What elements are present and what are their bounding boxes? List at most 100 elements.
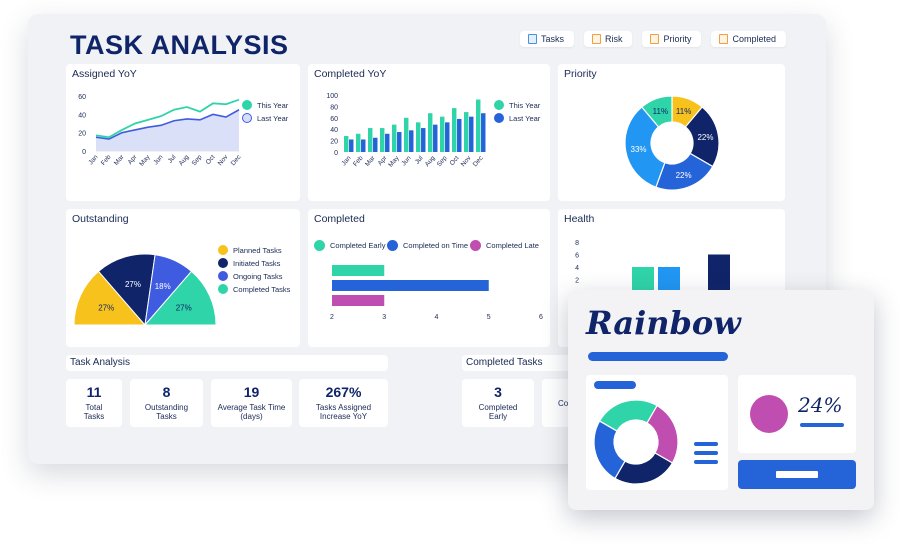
legend-label: This Year: [509, 100, 541, 110]
y-tick-label: 0: [334, 150, 338, 157]
slice-label: 27%: [125, 280, 141, 289]
legend-swatch: [218, 284, 228, 294]
stat-card-avg-time: 19 Average Task Time (days): [211, 379, 292, 427]
priority-donut-chart: 11% 22% 22% 33% 11%: [624, 95, 720, 191]
filter-completed-button[interactable]: Completed: [711, 31, 786, 47]
halfpie-slice: [143, 270, 217, 326]
filter-label: Tasks: [540, 34, 564, 44]
x-tick-label: Jun: [400, 154, 412, 167]
page-title: TASK ANALYSIS: [70, 30, 289, 60]
bar-this-year: [428, 113, 433, 152]
legend-this-year: This Year: [494, 100, 540, 110]
y-tick-label: 4: [575, 265, 579, 272]
filter-label: Priority: [663, 34, 692, 44]
bar-last-year: [445, 122, 450, 152]
legend-label: Ongoing Tasks: [233, 271, 283, 281]
legend-label: Completed Early: [330, 241, 386, 250]
completed-yoy-panel: Completed YoY 0 20 40 60 80 100 Jan Feb Mar Apr Ma…: [308, 64, 550, 201]
bar-this-year: [464, 112, 469, 152]
bar-this-year: [476, 99, 481, 152]
health-bar: [658, 267, 680, 292]
legend-initiated: Initiated Tasks: [218, 258, 280, 268]
x-tick-label: Oct: [205, 154, 217, 166]
bar-last-year: [385, 133, 390, 152]
document-icon: [591, 34, 601, 44]
x-tick-label: Aug: [424, 155, 437, 169]
bar-this-year: [344, 136, 349, 152]
x-tick-label: Apr: [127, 153, 139, 166]
bar-completed-on-time: [332, 280, 489, 291]
panel-title: Health: [564, 213, 595, 225]
y-tick-label: 6: [575, 253, 579, 260]
bar-last-year: [409, 130, 414, 152]
filter-bar: Tasks Risk Priority Completed: [519, 31, 786, 47]
donut-slice: [640, 95, 673, 128]
x-tick-label: 3: [382, 314, 386, 321]
x-tick-label: 5: [487, 314, 491, 321]
bar-this-year: [416, 122, 421, 152]
outstanding-halfpie-chart: 27% 27% 18% 27%: [73, 253, 217, 327]
rainbow-overlay-card: Rainbow 24%: [568, 290, 874, 510]
percent-card: 24%: [738, 375, 856, 453]
x-tick-label: Nov: [460, 154, 473, 168]
slice-label: 18%: [155, 282, 171, 291]
x-tick-label: 6: [539, 314, 543, 321]
series-line-last-year: [95, 109, 240, 140]
legend-swatch: [470, 240, 481, 251]
legend-label: Completed Tasks: [233, 284, 291, 294]
donut-slice: [614, 452, 674, 485]
bar-this-year: [368, 128, 373, 152]
slice-label: 11%: [653, 107, 668, 116]
stat-card-completed-early: 3 Completed Early: [462, 379, 534, 427]
filter-label: Risk: [604, 34, 623, 44]
x-tick-label: Jul: [167, 153, 178, 164]
line-placeholder: [694, 442, 718, 446]
legend-label: Last Year: [257, 113, 289, 123]
x-tick-label: Mar: [113, 153, 126, 167]
slice-label: 27%: [98, 303, 114, 312]
x-tick-label: Nov: [217, 153, 230, 167]
dashboard-board: TASK ANALYSIS Tasks Risk Priority Comple…: [28, 14, 826, 464]
stat-label: Completed Early: [478, 403, 518, 421]
legend-completed: Completed Tasks: [218, 284, 290, 294]
legend-swatch: [314, 240, 325, 251]
rainbow-action-button[interactable]: [738, 460, 856, 489]
legend-this-year: This Year: [242, 100, 288, 110]
slice-label: 33%: [631, 145, 647, 154]
bar-last-year: [361, 139, 366, 152]
bar-last-year: [349, 139, 354, 152]
stat-label: Average Task Time (days): [217, 403, 286, 421]
legend-swatch: [494, 113, 504, 123]
filter-priority-button[interactable]: Priority: [642, 31, 702, 47]
x-tick-label: Jan: [340, 154, 352, 167]
legend-swatch: [218, 271, 228, 281]
y-tick-label: 100: [326, 93, 338, 100]
filter-tasks-button[interactable]: Tasks: [519, 31, 574, 47]
x-tick-label: Oct: [449, 155, 461, 167]
y-tick-label: 20: [330, 139, 338, 146]
y-tick-label: 8: [575, 240, 579, 247]
stat-label: Tasks Assigned Increase YoY: [315, 403, 372, 421]
series-area-last-year: [96, 109, 239, 151]
completed-panel: Completed 2 3 4 5 6 Completed Early Complete…: [308, 209, 550, 347]
panel-title: Priority: [564, 68, 597, 80]
donut-slice: [598, 399, 658, 432]
legend-swatch: [387, 240, 398, 251]
legend-label: Initiated Tasks: [233, 258, 281, 268]
filter-risk-button[interactable]: Risk: [583, 31, 633, 47]
x-tick-label: Jul: [414, 154, 425, 165]
outstanding-panel: Outstanding 27% 27% 18% 27% Planned Tasks I…: [66, 209, 300, 347]
stat-label: Total Tasks: [83, 403, 105, 421]
stat-card-outstanding: 8 Outstanding Tasks: [130, 379, 203, 427]
legend-completed-early: Completed Early: [314, 240, 385, 251]
assigned-yoy-chart: 0 20 40 60 Jan Feb Mar Apr May Jun Jul Aug Sep Oct Nov…: [78, 94, 243, 168]
x-tick-label: 4: [435, 314, 439, 321]
rainbow-logo: Rainbow: [586, 304, 741, 342]
legend-swatch: [218, 258, 228, 268]
stat-value: 267%: [325, 384, 362, 400]
y-tick-label: 2: [575, 278, 579, 285]
slice-label: 11%: [676, 107, 691, 116]
y-tick-label: 60: [78, 94, 86, 101]
legend-label: Last Year: [509, 113, 541, 123]
